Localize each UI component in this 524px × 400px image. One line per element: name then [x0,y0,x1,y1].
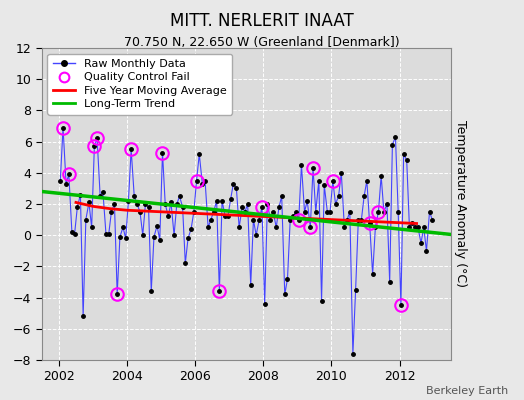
Text: 70.750 N, 22.650 W (Greenland [Denmark]): 70.750 N, 22.650 W (Greenland [Denmark]) [124,36,400,49]
Text: MITT. NERLERIT INAAT: MITT. NERLERIT INAAT [170,12,354,30]
Legend: Raw Monthly Data, Quality Control Fail, Five Year Moving Average, Long-Term Tren: Raw Monthly Data, Quality Control Fail, … [48,54,233,115]
Text: Berkeley Earth: Berkeley Earth [426,386,508,396]
Y-axis label: Temperature Anomaly (°C): Temperature Anomaly (°C) [454,120,467,288]
